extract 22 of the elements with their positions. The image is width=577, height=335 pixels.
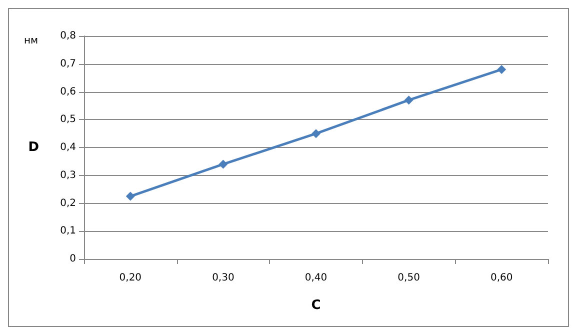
y-tick-label: 0,6 (60, 86, 76, 98)
x-tick-label: 0,20 (119, 272, 142, 284)
x-tick-label: 0,60 (490, 272, 513, 284)
y-tick-label: 0,7 (60, 58, 76, 70)
y-tick-label: 0,3 (60, 170, 76, 181)
point (218, 160, 228, 169)
y-tick-label: 0,1 (60, 226, 76, 237)
point (312, 129, 320, 138)
x-tick-label: 0,50 (398, 272, 420, 284)
y-tick-label: 0,2 (60, 198, 76, 209)
x-tick-label: 0,30 (212, 272, 234, 284)
text: нм (24, 36, 38, 46)
y-tick-label: 0,5 (60, 114, 76, 126)
y-tick-label: 0,8 (60, 30, 76, 42)
x-tick-label: 0,40 (304, 272, 328, 284)
y-axis-title: D (28, 140, 40, 155)
x-axis-title: C (311, 298, 321, 313)
y-tick-label: 0,4 (60, 142, 76, 153)
y-tick-label: 0 (70, 254, 76, 264)
point (404, 96, 414, 105)
point (126, 192, 135, 201)
point (497, 64, 506, 74)
